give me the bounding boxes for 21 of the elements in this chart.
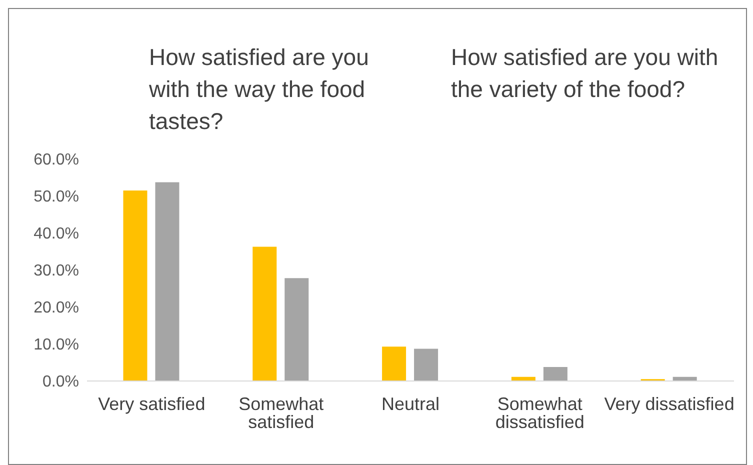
x-tick-label: Neutral <box>381 394 440 414</box>
y-tick-label: 60.0% <box>34 152 79 169</box>
bar <box>252 246 277 381</box>
bar <box>382 346 406 381</box>
text: How satisfied are you with the way the food tastes? <box>149 43 370 136</box>
y-tick-label: 20.0% <box>34 300 79 317</box>
y-tick-label: 0.0% <box>42 374 79 391</box>
bar <box>284 278 309 381</box>
y-tick-label: 10.0% <box>34 336 79 354</box>
bar <box>123 190 148 381</box>
bar <box>155 182 180 381</box>
bar <box>543 366 568 381</box>
x-tick-label: Somewhat satisfied <box>238 394 324 432</box>
y-tick-label: 40.0% <box>34 226 79 243</box>
x-tick-label: Somewhat dissatisfied <box>495 394 584 432</box>
x-tick-label: Very satisfied <box>98 394 206 414</box>
x-tick-label: Very dissatisfied <box>604 394 734 414</box>
y-tick-label: 50.0% <box>34 188 79 206</box>
bar <box>414 348 438 381</box>
text: How satisfied are you with the variety of the food? <box>451 43 720 104</box>
y-tick-label: 30.0% <box>34 262 79 280</box>
